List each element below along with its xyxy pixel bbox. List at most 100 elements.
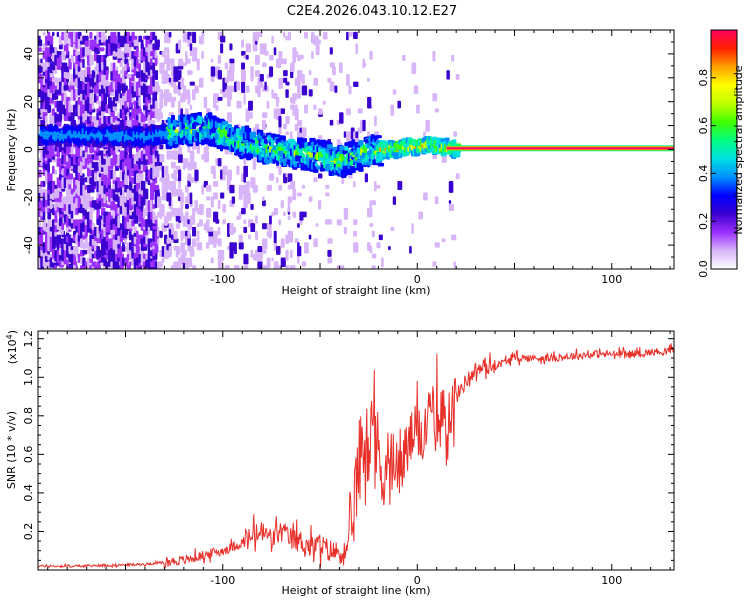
heatmap-cell (262, 249, 267, 254)
heatmap-cell (290, 265, 296, 269)
heatmap-cell (87, 242, 91, 255)
heatmap-cell (96, 181, 100, 193)
heatmap-cell (89, 31, 93, 39)
heatmap-cell (346, 31, 349, 41)
heatmap-cell (150, 119, 153, 125)
heatmap-cell (276, 177, 279, 184)
heatmap-cell (262, 62, 267, 68)
heatmap-cell (159, 112, 163, 120)
heatmap-cell (89, 265, 92, 269)
heatmap-cell (353, 31, 358, 39)
heatmap-cell (161, 203, 165, 216)
heatmap-cell (278, 116, 282, 128)
heatmap-cell (110, 158, 114, 170)
y-tick-label: 1.2 (22, 330, 35, 348)
snr-y-label: SNR (10 * v/v) (5, 411, 18, 489)
heatmap-cell (61, 223, 65, 230)
heatmap-cell (278, 184, 282, 191)
heatmap-cell (47, 269, 51, 276)
heatmap-cell (206, 196, 211, 201)
heatmap-cell (171, 58, 175, 68)
heatmap-cell (287, 173, 293, 183)
heatmap-cell (297, 119, 303, 127)
heatmap-cell (318, 108, 323, 115)
heatmap-cell (327, 257, 333, 264)
heatmap-cell (451, 54, 455, 62)
heatmap-cell (127, 269, 130, 280)
heatmap-cell (145, 188, 149, 200)
heatmap-cell (285, 265, 290, 269)
heatmap-cell (313, 177, 318, 183)
heatmap-cell (292, 181, 296, 193)
heatmap-cell (38, 35, 41, 41)
heatmap-cell (248, 112, 253, 119)
heatmap-cell (108, 184, 111, 189)
heatmap-cell (301, 73, 305, 85)
heatmap-cell (241, 62, 245, 70)
heatmap-cell (185, 184, 189, 193)
heatmap-cell (113, 269, 115, 273)
heatmap-cell (133, 66, 137, 74)
heatmap-cell (285, 81, 290, 86)
heatmap-cell (87, 223, 90, 233)
heatmap-cell (124, 269, 128, 279)
heatmap-cell (133, 35, 138, 40)
heatmap-cell (154, 242, 159, 254)
heatmap-cell (222, 203, 226, 213)
heatmap-cell (103, 226, 106, 237)
heatmap-cell (49, 200, 53, 210)
heatmap-cell (241, 39, 244, 48)
heatmap-cell (101, 269, 105, 274)
heatmap-cell (343, 226, 347, 235)
heatmap-cell (369, 200, 372, 212)
heatmap-cell (416, 104, 420, 114)
heatmap-cell (229, 73, 235, 82)
heatmap-cell (287, 230, 293, 243)
heatmap-cell (304, 242, 309, 254)
heatmap-cell (297, 81, 301, 94)
heatmap-cell (96, 261, 101, 269)
heatmap-cell (348, 85, 352, 95)
x-tick-label: 100 (601, 273, 622, 286)
heatmap-cell (301, 211, 307, 218)
heatmap-cell (129, 181, 133, 191)
heatmap-cell (453, 261, 456, 268)
heatmap-cell (349, 165, 353, 171)
heatmap-cell (119, 62, 123, 67)
heatmap-cell (45, 70, 48, 80)
heatmap-cell (89, 246, 92, 256)
heatmap-cell (278, 165, 282, 175)
heatmap-cell (346, 131, 351, 142)
heatmap-cell (56, 31, 60, 37)
heatmap-cell (192, 226, 197, 237)
heatmap-cell (166, 35, 171, 44)
heatmap-cell (52, 181, 55, 186)
heatmap-cell (189, 215, 196, 225)
heatmap-cell (269, 173, 275, 181)
heatmap-cell (196, 58, 200, 71)
heatmap-cell (94, 150, 97, 155)
heatmap-cell (47, 73, 50, 81)
heatmap-cell (283, 211, 286, 217)
heatmap-cell (199, 116, 202, 125)
heatmap-cell (402, 54, 406, 61)
heatmap-cell (148, 269, 151, 273)
heatmap-cell (390, 226, 395, 231)
heatmap-cell (325, 184, 330, 189)
heatmap-cell (89, 219, 93, 229)
heatmap-cell (262, 200, 266, 207)
heatmap-cell (189, 81, 195, 86)
heatmap-cell (154, 104, 158, 111)
heatmap-cell (136, 47, 139, 53)
heatmap-cell (388, 246, 391, 251)
heatmap-cell (217, 238, 222, 247)
heatmap-cell (56, 188, 60, 199)
heatmap-cell (73, 31, 76, 43)
heatmap-cell (154, 177, 158, 184)
heatmap-cell (108, 154, 111, 165)
heatmap-cell (84, 238, 88, 244)
heatmap-cell (192, 31, 197, 43)
heatmap-cell (117, 219, 120, 228)
heatmap-cell (143, 81, 146, 91)
